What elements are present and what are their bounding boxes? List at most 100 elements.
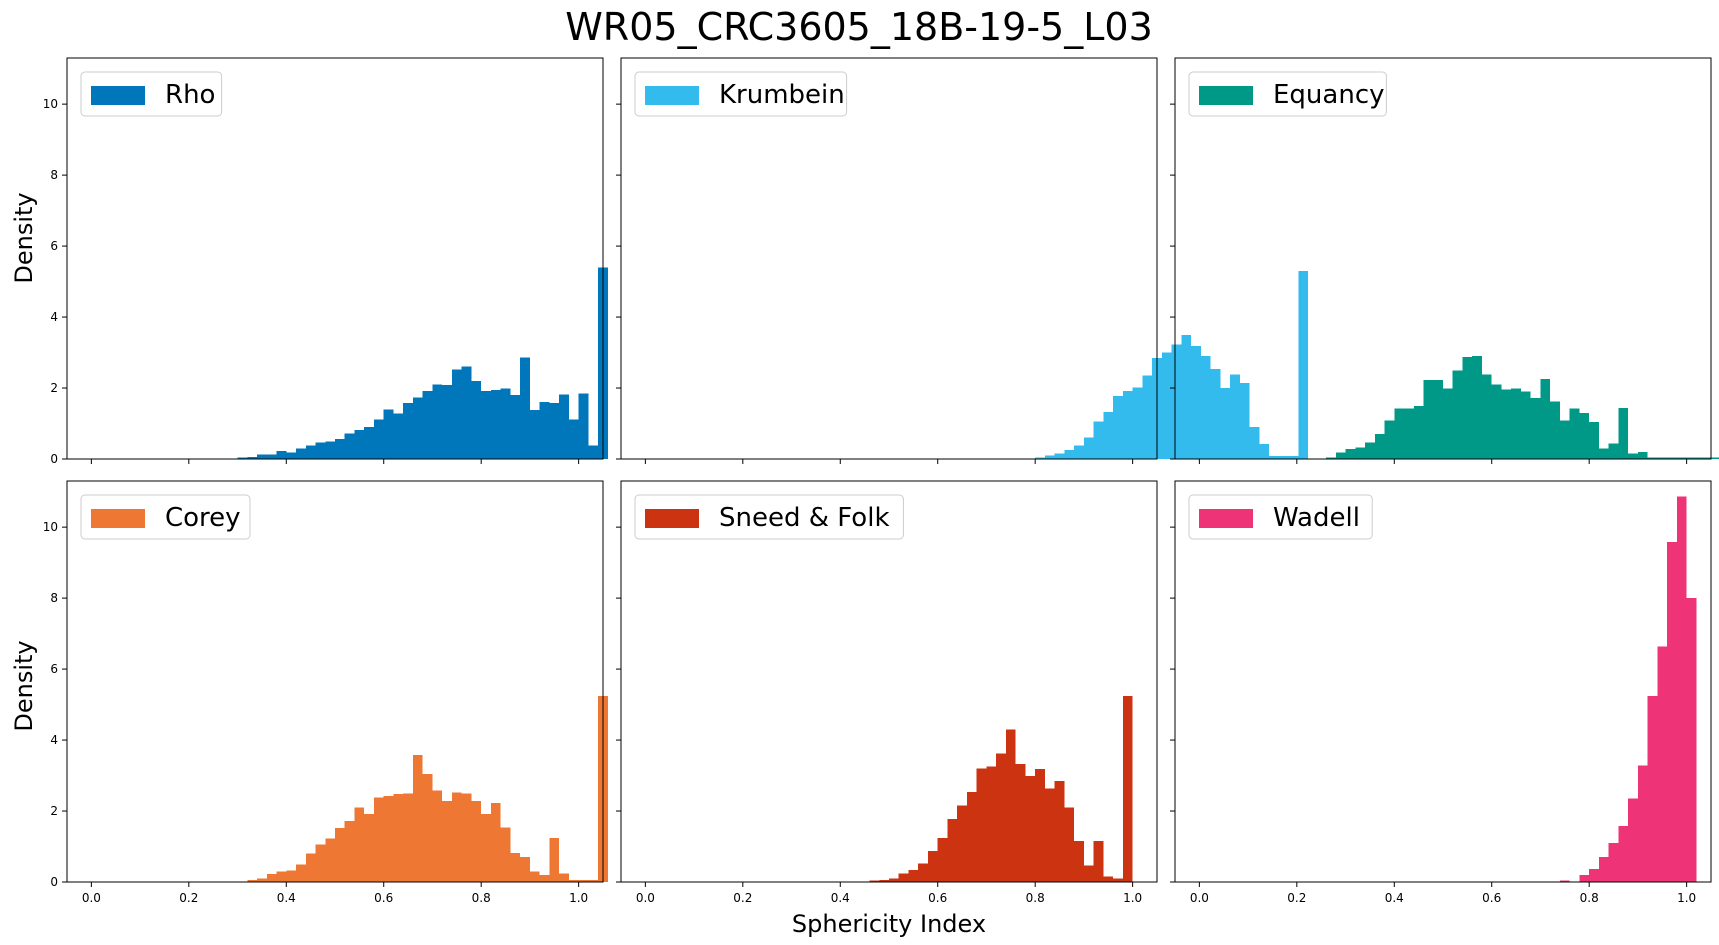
bar-krumbein [1278, 456, 1289, 459]
bar-rho [403, 402, 413, 459]
bars-krumbein [1025, 270, 1309, 459]
bar-equancy [1413, 405, 1424, 459]
bar-sneed-and-folk [1074, 840, 1084, 882]
bar-krumbein [1093, 421, 1104, 459]
y-tick-label-rho: 4 [50, 310, 58, 324]
legend-sneed-and-folk: Sneed & Folk [634, 494, 904, 540]
bar-corey [315, 844, 326, 882]
bar-rho [578, 393, 589, 459]
bar-equancy [1618, 407, 1629, 459]
bar-corey [490, 803, 501, 882]
bar-rho [354, 429, 365, 459]
bar-krumbein [1142, 375, 1153, 459]
bar-corey [529, 871, 540, 882]
bar-krumbein [1161, 352, 1172, 459]
bar-rho [471, 380, 482, 459]
bar-equancy [1530, 397, 1541, 459]
axes-frame-krumbein [620, 57, 1158, 460]
panel-equancy: Equancy [1170, 57, 1719, 464]
bar-sneed-and-folk [1113, 878, 1123, 882]
bar-corey [549, 837, 560, 882]
x-tick-label-corey: 0.0 [82, 891, 101, 905]
y-tick-label-corey: 8 [50, 591, 58, 605]
y-tick-label-rho: 6 [50, 239, 58, 253]
bar-rho [549, 402, 560, 459]
bar-wadell [1628, 798, 1638, 882]
bar-rho [335, 439, 345, 459]
bar-rho [412, 397, 423, 459]
bar-corey [510, 852, 521, 882]
bar-corey [364, 813, 374, 882]
bar-corey [393, 793, 404, 882]
bar-equancy [1511, 388, 1521, 459]
y-tick-label-rho: 10 [43, 97, 58, 111]
bar-sneed-and-folk [1025, 776, 1036, 882]
bar-equancy [1569, 408, 1580, 459]
bar-rho [559, 394, 569, 459]
bar-corey [500, 827, 511, 882]
bar-rho [286, 452, 297, 459]
bar-corey [578, 879, 589, 882]
axes-frame-equancy [1174, 57, 1712, 460]
bar-corey [520, 857, 530, 882]
bars-rho [227, 267, 608, 459]
y-tick-label-corey: 6 [50, 662, 58, 676]
bar-equancy [1345, 449, 1356, 459]
bar-sneed-and-folk [908, 869, 919, 882]
bar-equancy [1676, 457, 1687, 459]
bar-sneed-and-folk [986, 766, 997, 882]
y-tick-label-corey: 4 [50, 733, 58, 747]
bar-corey [344, 820, 355, 882]
bar-krumbein [1220, 388, 1231, 459]
bar-rho [588, 445, 599, 459]
legend-swatch-rho [91, 86, 145, 105]
bar-rho [461, 366, 472, 459]
legend-equancy: Equancy [1188, 71, 1387, 117]
legend-label-krumbein: Krumbein [719, 80, 845, 110]
bar-equancy [1598, 448, 1609, 459]
bar-krumbein [1298, 270, 1309, 459]
x-tick-label-sneed-and-folk: 0.2 [733, 891, 752, 905]
bar-krumbein [1171, 344, 1182, 459]
bar-sneed-and-folk [1015, 764, 1026, 882]
bar-equancy [1501, 389, 1512, 459]
x-tick-label-sneed-and-folk: 0.8 [1026, 891, 1045, 905]
bar-corey [403, 793, 413, 882]
bar-corey [247, 879, 258, 882]
bar-rho [344, 433, 355, 459]
bar-krumbein [1269, 456, 1279, 459]
bar-corey [451, 792, 462, 882]
bar-sneed-and-folk [1083, 865, 1094, 882]
bar-corey [305, 853, 316, 882]
bar-equancy [1355, 447, 1366, 459]
bar-rho [257, 454, 267, 459]
bar-equancy [1628, 453, 1638, 459]
figure-title: WR05_CRC3605_18B-19-5_L03 [565, 5, 1153, 49]
bar-wadell [1559, 880, 1570, 882]
bar-sneed-and-folk [937, 837, 948, 882]
bar-krumbein [1259, 444, 1270, 459]
bar-krumbein [1249, 427, 1260, 459]
bar-wadell [1637, 765, 1648, 882]
bar-corey [461, 793, 472, 882]
bar-corey [559, 873, 569, 882]
bar-wadell [1676, 496, 1687, 882]
bar-corey [325, 838, 335, 882]
x-tick-label-sneed-and-folk: 0.0 [636, 891, 655, 905]
x-tick-label-wadell: 0.4 [1385, 891, 1404, 905]
axes-frame-wadell [1174, 480, 1712, 883]
bar-krumbein [1113, 395, 1123, 459]
legend-label-sneed-and-folk: Sneed & Folk [719, 503, 890, 533]
bar-rho [568, 419, 579, 459]
x-tick-label-sneed-and-folk: 1.0 [1123, 891, 1142, 905]
bar-equancy [1443, 388, 1453, 459]
bar-corey [412, 754, 423, 882]
bar-sneed-and-folk [869, 880, 880, 882]
legend-label-wadell: Wadell [1273, 503, 1360, 533]
bar-equancy [1384, 420, 1395, 459]
bar-krumbein [1181, 334, 1192, 459]
x-tick-label-wadell: 1.0 [1677, 891, 1696, 905]
bar-equancy [1481, 374, 1492, 459]
x-tick-label-corey: 0.2 [179, 891, 198, 905]
bar-sneed-and-folk [1044, 788, 1055, 882]
